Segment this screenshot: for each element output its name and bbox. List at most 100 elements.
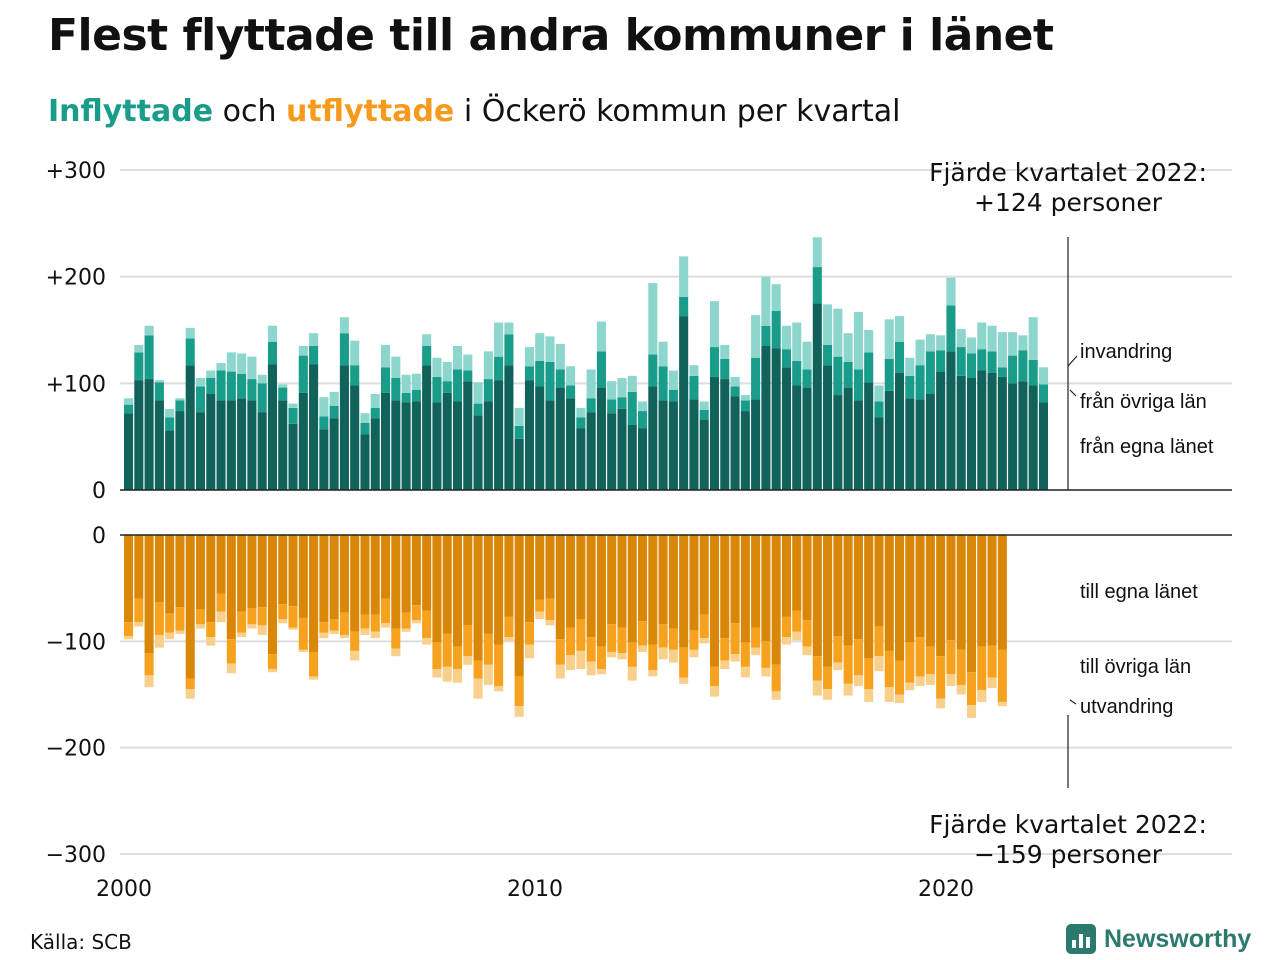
bar-utflyttade <box>843 535 853 646</box>
bar-inflyttade <box>432 402 442 490</box>
bar-utflyttade <box>401 612 411 629</box>
bar-inflyttade <box>483 351 493 380</box>
bar-utflyttade <box>823 666 833 690</box>
bar-utflyttade <box>154 634 164 648</box>
bar-utflyttade <box>638 645 648 652</box>
bar-utflyttade <box>216 611 226 623</box>
bar-inflyttade <box>586 369 596 399</box>
bar-inflyttade <box>689 399 699 490</box>
bar-utflyttade <box>925 646 935 675</box>
bar-utflyttade <box>350 631 360 651</box>
bar-inflyttade <box>679 256 689 297</box>
bar-utflyttade <box>237 632 247 638</box>
bar-inflyttade <box>997 332 1007 368</box>
bar-inflyttade <box>925 334 935 352</box>
bar-inflyttade <box>206 370 216 378</box>
bar-utflyttade <box>329 619 339 631</box>
bar-inflyttade <box>555 369 565 388</box>
bar-inflyttade <box>946 277 956 306</box>
bar-utflyttade <box>514 706 524 717</box>
bar-utflyttade <box>843 683 853 696</box>
bar-utflyttade <box>730 623 740 655</box>
bar-utflyttade <box>278 619 288 624</box>
bar-utflyttade <box>185 689 195 699</box>
bar-inflyttade <box>905 375 915 399</box>
bar-utflyttade <box>350 650 360 661</box>
bar-inflyttade <box>124 404 134 414</box>
bar-inflyttade <box>535 333 545 361</box>
bar-inflyttade <box>679 316 689 490</box>
bar-inflyttade <box>1018 335 1028 351</box>
bar-inflyttade <box>987 372 997 490</box>
bar-inflyttade <box>442 392 452 490</box>
bar-utflyttade <box>494 644 504 686</box>
series-label-inflyttade: invandring <box>1080 341 1172 363</box>
bar-utflyttade <box>370 631 380 639</box>
bar-utflyttade <box>823 535 833 667</box>
bar-inflyttade <box>463 381 473 490</box>
bar-inflyttade <box>586 398 596 413</box>
bar-inflyttade <box>185 365 195 490</box>
bar-utflyttade <box>288 535 298 607</box>
bar-utflyttade <box>812 656 822 681</box>
bar-inflyttade <box>154 382 164 401</box>
logo-text: Newsworthy <box>1104 924 1252 953</box>
bar-utflyttade <box>134 535 144 599</box>
x-tick-label: 2010 <box>507 877 563 902</box>
bar-utflyttade <box>802 646 812 656</box>
bar-inflyttade <box>843 387 853 490</box>
bar-inflyttade <box>853 400 863 490</box>
annotation-bottom-line2: −159 personer <box>974 840 1163 869</box>
bar-utflyttade <box>699 535 709 615</box>
bar-utflyttade <box>802 620 812 647</box>
bar-utflyttade <box>895 535 905 661</box>
bar-utflyttade <box>576 650 586 669</box>
bar-inflyttade <box>175 411 185 490</box>
bar-utflyttade <box>638 535 648 622</box>
bar-utflyttade <box>247 624 257 629</box>
annotation-top-line1: Fjärde kvartalet 2022: <box>929 158 1207 187</box>
bar-inflyttade <box>607 381 617 400</box>
bar-utflyttade <box>823 689 833 700</box>
bar-inflyttade <box>617 378 627 398</box>
bar-inflyttade <box>154 380 164 383</box>
bar-utflyttade <box>144 675 154 688</box>
bar-utflyttade <box>298 649 308 652</box>
bar-inflyttade <box>956 347 966 376</box>
bar-inflyttade <box>165 430 175 490</box>
bar-inflyttade <box>658 341 668 367</box>
bar-inflyttade <box>905 398 915 490</box>
bar-utflyttade <box>566 627 576 656</box>
bar-inflyttade <box>309 346 319 365</box>
bar-inflyttade <box>720 379 730 490</box>
bar-utflyttade <box>812 680 822 696</box>
bar-inflyttade <box>442 381 452 393</box>
bar-utflyttade <box>987 535 997 646</box>
bar-utflyttade <box>339 612 349 635</box>
bar-inflyttade <box>535 386 545 490</box>
bar-inflyttade <box>925 394 935 490</box>
bar-utflyttade <box>288 606 298 628</box>
bar-inflyttade <box>401 402 411 490</box>
bar-utflyttade <box>987 645 997 678</box>
bar-utflyttade <box>833 535 843 637</box>
bar-inflyttade <box>874 401 884 418</box>
bar-inflyttade <box>185 327 195 339</box>
bar-inflyttade <box>185 338 195 366</box>
bar-utflyttade <box>514 535 524 677</box>
bar-utflyttade <box>668 649 678 663</box>
bar-utflyttade <box>792 610 802 632</box>
bar-inflyttade <box>833 356 843 396</box>
bar-inflyttade <box>1008 355 1018 384</box>
bar-utflyttade <box>864 658 874 690</box>
bar-utflyttade <box>442 633 452 667</box>
bar-utflyttade <box>874 626 884 657</box>
bar-inflyttade <box>977 370 987 490</box>
bar-utflyttade <box>483 664 493 685</box>
bar-utflyttade <box>381 598 391 624</box>
bar-utflyttade <box>134 622 144 627</box>
bar-inflyttade <box>936 371 946 490</box>
bar-utflyttade <box>997 535 1007 650</box>
bar-inflyttade <box>853 311 863 370</box>
